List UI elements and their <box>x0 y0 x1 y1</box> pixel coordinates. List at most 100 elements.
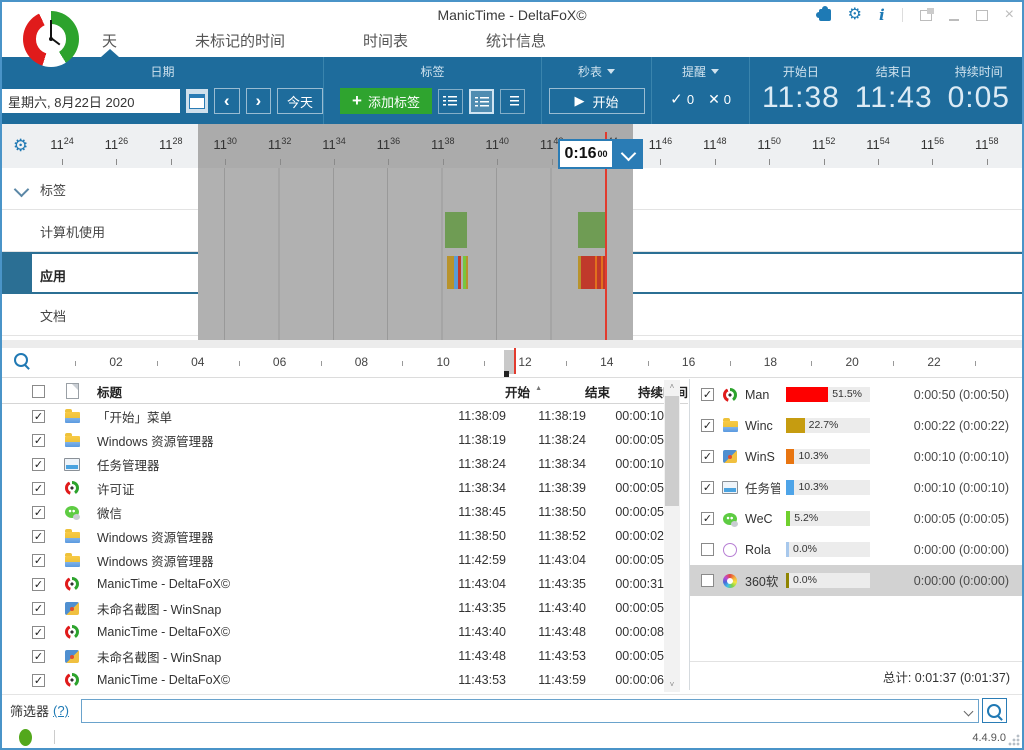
table-row[interactable]: ✓ 未命名截图 - WinSnap 11:43:35 11:43:40 00:00:05 <box>2 596 664 620</box>
tab-统计信息[interactable]: 统计信息 <box>486 33 547 50</box>
calendar-button[interactable] <box>186 89 208 113</box>
date-input[interactable] <box>2 89 180 113</box>
selection-duration-selector[interactable]: 0:16 00 <box>558 139 643 169</box>
stopwatch-start-button[interactable]: ▶ 开始 <box>548 88 645 114</box>
row-checkbox[interactable]: ✓ <box>32 529 45 543</box>
filter-search-button[interactable] <box>981 698 1007 723</box>
row-checkbox[interactable]: ✓ <box>32 481 45 495</box>
table-row[interactable]: ✓ Windows 资源管理器 11:42:59 11:43:04 00:00:05 <box>2 548 664 572</box>
timeline-row-文档[interactable]: 文档 <box>2 294 1022 336</box>
row-checkbox[interactable]: ✓ <box>32 601 45 615</box>
activity-bar[interactable] <box>453 256 459 289</box>
row-checkbox[interactable]: ✓ <box>32 673 45 687</box>
resize-grip[interactable] <box>1008 734 1020 746</box>
summary-row[interactable]: Rola 0.0% 0:00:00 (0:00:00) <box>690 534 1022 565</box>
table-row[interactable]: ✓ 「开始」菜单 11:38:09 11:38:19 00:00:10 <box>2 404 664 428</box>
timeline-settings-gear-icon[interactable]: ⚙ <box>13 136 29 155</box>
selection-duration-dropdown[interactable] <box>614 139 643 169</box>
activity-bar[interactable] <box>602 256 606 289</box>
row-checkbox[interactable]: ✓ <box>701 419 714 432</box>
settings-gear-icon[interactable]: ⚙ <box>847 6 862 23</box>
minimize-icon[interactable] <box>948 19 959 21</box>
table-row[interactable]: ✓ Windows 资源管理器 11:38:50 11:38:52 00:00:02 <box>2 524 664 548</box>
timeline-row-计算机使用[interactable]: 计算机使用 <box>2 210 1022 252</box>
row-checkbox[interactable]: ✓ <box>701 450 714 463</box>
timeline-row-标签[interactable]: 标签 <box>2 168 1022 210</box>
hour-ruler[interactable]: 02 04 06 08 10 12 14 16 18 20 22 <box>2 348 1022 378</box>
row-checkbox[interactable] <box>701 574 714 587</box>
window-layout-icon[interactable] <box>919 7 934 21</box>
summary-row[interactable]: ✓ WinS 10.3% 0:00:10 (0:00:10) <box>690 441 1022 472</box>
selection-drag-handle[interactable] <box>503 371 509 377</box>
info-icon[interactable]: i <box>878 6 885 24</box>
table-row[interactable]: ✓ Windows 资源管理器 11:38:19 11:38:24 00:00:05 <box>2 428 664 452</box>
timeline-row-应用[interactable]: 应用 <box>2 252 1022 294</box>
activity-bar[interactable] <box>463 256 466 289</box>
scrollbar-thumb[interactable] <box>665 396 679 506</box>
table-row[interactable]: ✓ ManicTime - DeltaFoX© 11:43:04 11:43:35 00… <box>2 572 664 596</box>
tab-未标记的时间[interactable]: 未标记的时间 <box>195 33 286 50</box>
activity-bar[interactable] <box>577 212 606 248</box>
row-checkbox[interactable]: ✓ <box>701 512 714 525</box>
stopwatch-label[interactable]: 秒表 <box>542 63 651 80</box>
view-compact-button[interactable] <box>499 88 525 114</box>
summary-row[interactable]: ✓ Man 51.5% 0:00:50 (0:00:50) <box>690 379 1022 410</box>
table-row[interactable]: ✓ 未命名截图 - WinSnap 11:43:48 11:43:53 00:00:05 <box>2 644 664 668</box>
row-checkbox[interactable]: ✓ <box>32 553 45 567</box>
prev-day-button[interactable]: ‹ <box>213 88 240 114</box>
table-row[interactable]: ✓ 微信 11:38:45 11:38:50 00:00:05 <box>2 500 664 524</box>
summary-row[interactable]: ✓ WeC 5.2% 0:00:05 (0:00:05) <box>690 503 1022 534</box>
today-button[interactable]: 今天 <box>277 88 323 114</box>
select-all-checkbox[interactable] <box>32 384 45 398</box>
row-checkbox[interactable]: ✓ <box>32 577 45 591</box>
view-list-button[interactable] <box>437 88 463 114</box>
activity-bar[interactable] <box>600 256 603 289</box>
minute-ruler[interactable]: ⚙ 1124 1126 1128 1130 1132 1134 1136 1138 1140 11… <box>2 124 1022 168</box>
table-row[interactable]: ✓ ManicTime - DeltaFoX© 11:43:53 11:43:59 00… <box>2 668 664 692</box>
table-scrollbar[interactable]: ˄ ˅ <box>664 380 680 692</box>
summary-row[interactable]: 360软 0.0% 0:00:00 (0:00:00) <box>690 565 1022 596</box>
row-checkbox[interactable]: ✓ <box>701 388 714 401</box>
activity-bar[interactable] <box>580 256 595 289</box>
close-icon[interactable]: × <box>1004 6 1014 23</box>
maximize-icon[interactable] <box>975 9 988 21</box>
scroll-up-icon[interactable]: ˄ <box>669 382 675 391</box>
next-day-button[interactable]: › <box>245 88 272 114</box>
row-checkbox[interactable]: ✓ <box>32 625 45 639</box>
add-tag-button[interactable]: + 添加标签 <box>340 88 432 114</box>
filter-help-link[interactable]: (?) <box>53 703 69 718</box>
activity-bar[interactable] <box>458 256 461 289</box>
row-checkbox[interactable]: ✓ <box>701 481 714 494</box>
summary-row[interactable]: ✓ Winc 22.7% 0:00:22 (0:00:22) <box>690 410 1022 441</box>
tab-天[interactable]: 天 <box>100 28 119 57</box>
ruler-tick <box>932 159 934 165</box>
activity-bar[interactable] <box>465 256 468 289</box>
row-checkbox[interactable]: ✓ <box>32 649 45 663</box>
activity-bar[interactable] <box>594 256 597 289</box>
activity-bar[interactable] <box>446 256 454 289</box>
row-checkbox[interactable] <box>701 543 714 556</box>
table-row[interactable]: ✓ ManicTime - DeltaFoX© 11:43:40 11:43:48 00… <box>2 620 664 644</box>
filter-input[interactable] <box>80 698 979 723</box>
row-checkbox[interactable]: ✓ <box>32 457 45 471</box>
hour-selection[interactable] <box>503 350 516 374</box>
column-header-end[interactable]: 结束 <box>584 385 610 400</box>
reminder-label[interactable]: 提醒 <box>652 63 749 80</box>
zoom-search-icon[interactable] <box>14 353 28 367</box>
scroll-down-icon[interactable]: ˅ <box>669 680 675 689</box>
summary-row[interactable]: ✓ 任务管 10.3% 0:00:10 (0:00:10) <box>690 472 1022 503</box>
table-row[interactable]: ✓ 任务管理器 11:38:24 11:38:34 00:00:10 <box>2 452 664 476</box>
activity-bar[interactable] <box>578 256 581 289</box>
table-row[interactable]: ✓ 许可证 11:38:34 11:38:39 00:00:05 <box>2 476 664 500</box>
row-checkbox[interactable]: ✓ <box>32 433 45 447</box>
column-header-title[interactable]: 标题 <box>97 385 123 400</box>
plugins-icon[interactable] <box>815 6 831 21</box>
activity-bar[interactable] <box>597 256 601 289</box>
tab-时间表[interactable]: 时间表 <box>363 33 409 50</box>
selection-overlay[interactable] <box>198 168 634 340</box>
row-checkbox[interactable]: ✓ <box>32 505 45 519</box>
column-header-start[interactable]: 开始 ▲ <box>504 384 542 400</box>
row-checkbox[interactable]: ✓ <box>32 409 45 423</box>
view-detail-button[interactable] <box>468 88 494 114</box>
activity-bar[interactable] <box>444 212 467 248</box>
